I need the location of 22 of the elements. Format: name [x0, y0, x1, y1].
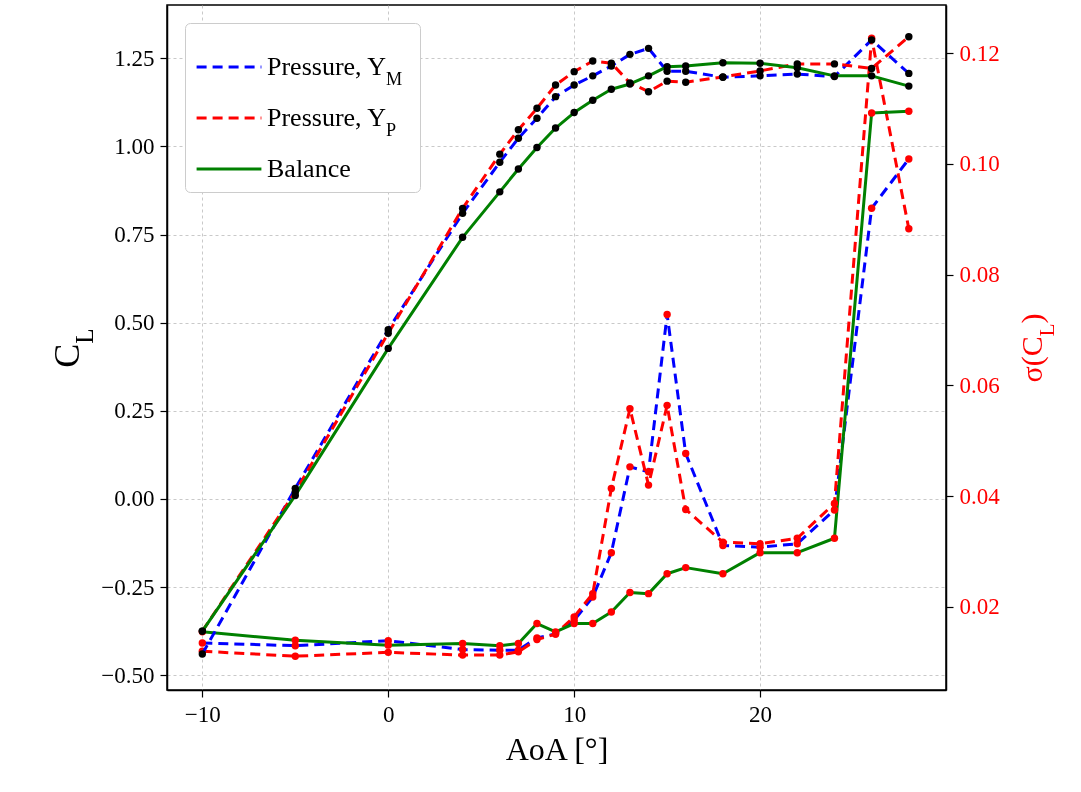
y2-tick-label: 0.12: [959, 40, 1000, 66]
y-tick-label: −0.50: [101, 662, 155, 688]
legend-label: Balance: [267, 154, 351, 183]
y-tick-label: 1.00: [114, 133, 155, 159]
x-axis-title: AoA [°]: [505, 730, 609, 767]
y2-tick-label: 0.04: [959, 483, 1001, 509]
y-tick-label: 0.50: [114, 310, 155, 336]
x-tick-label: −10: [184, 701, 221, 727]
y-tick-label: 0.75: [114, 222, 155, 248]
y2-tick-label: 0.06: [959, 372, 1000, 398]
y-tick-label: −0.25: [101, 574, 155, 600]
legend-label: Pressure, Y$_{M}$: [267, 52, 403, 89]
x-tick-label: 0: [382, 701, 395, 727]
y2-tick-label: 0.02: [959, 594, 1000, 620]
y-tick-label: 0.00: [114, 486, 155, 512]
x-tick-label: 10: [563, 701, 587, 727]
legend-label: Pressure, Y$_{P}$: [267, 103, 397, 140]
y2-tick-label: 0.08: [959, 262, 1000, 288]
y2-tick-label: 0.10: [959, 151, 1000, 177]
y-tick-label: 0.25: [114, 398, 155, 424]
y-tick-label: 1.25: [114, 45, 155, 71]
x-tick-label: 20: [749, 701, 773, 727]
